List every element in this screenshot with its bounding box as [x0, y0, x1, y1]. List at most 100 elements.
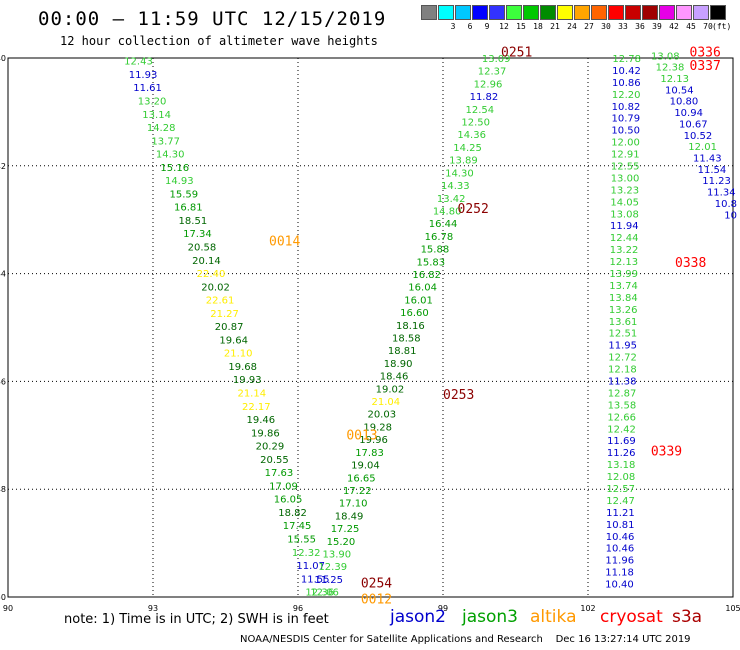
wave-height-value: 20.14	[192, 256, 221, 267]
wave-height-value: 19.96	[359, 435, 388, 446]
wave-height-value: 20.02	[201, 282, 230, 293]
legend-swatch	[642, 5, 658, 20]
wave-height-value: 14.05	[610, 197, 639, 208]
wave-height-value: 13.23	[611, 185, 640, 196]
legend-swatch	[574, 5, 590, 20]
wave-height-value: 10.40	[605, 580, 634, 591]
wave-height-value: 19.93	[233, 375, 262, 386]
wave-height-value: 12.87	[608, 388, 637, 399]
legend-label: 70	[703, 22, 713, 31]
wave-height-value: 13.61	[609, 317, 638, 328]
wave-height-value: 10.94	[674, 108, 703, 119]
legend-swatch	[506, 5, 522, 20]
wave-height-value: 16.44	[429, 219, 458, 230]
wave-height-value: 18.82	[278, 508, 307, 519]
legend-swatch	[540, 5, 556, 20]
wave-height-value: 17.22	[343, 486, 372, 497]
wave-height-value: 10.46	[606, 532, 635, 543]
legend-swatch	[608, 5, 624, 20]
lat-tick-label: -50	[0, 593, 6, 602]
legend-swatch	[523, 5, 539, 20]
wave-height-value: 16.82	[412, 270, 441, 281]
legend-label: 12	[499, 22, 509, 31]
satellite-name: altika	[530, 607, 577, 627]
pass-number-label: 0014	[269, 234, 300, 249]
wave-height-value: 11.82	[470, 92, 499, 103]
lat-tick-label: -48	[0, 485, 6, 494]
wave-height-value: 20.87	[215, 322, 244, 333]
wave-height-value: 13.18	[607, 460, 636, 471]
legend-swatch	[489, 5, 505, 20]
wave-height-value: 10.52	[684, 131, 713, 142]
wave-height-value: 12.43	[124, 57, 153, 68]
lon-tick-label: 102	[580, 604, 595, 613]
wave-height-value: 13.26	[609, 305, 638, 316]
legend-label: 42	[669, 22, 679, 31]
wave-height-value: 19.02	[376, 384, 405, 395]
wave-height-value: 19.46	[247, 415, 276, 426]
wave-height-value: 11.23	[702, 176, 731, 187]
lat-tick-label: -44	[0, 270, 6, 279]
wave-height-value: 21.10	[224, 349, 253, 360]
wave-height-value: 14.30	[445, 168, 474, 179]
wave-height-value: 10.79	[612, 114, 641, 125]
pass-number-label: 0253	[443, 388, 474, 403]
wave-height-value: 12.36	[305, 588, 334, 599]
wave-height-value: 11.55	[301, 574, 330, 585]
wave-height-value: 15.83	[416, 257, 445, 268]
wave-height-value: 21.14	[237, 389, 266, 400]
lon-tick-label: 96	[293, 604, 303, 613]
lat-tick-label: -46	[0, 377, 6, 386]
legend-label: 30	[601, 22, 611, 31]
pass-number-label: 0251	[501, 46, 532, 61]
footnote: note: 1) Time is in UTC; 2) SWH is in fe…	[64, 612, 329, 627]
wave-height-value: 12.20	[612, 90, 641, 101]
pass-number-label: 0338	[675, 256, 706, 271]
wave-height-value: 12.06	[310, 588, 339, 599]
wave-height-value: 13.99	[609, 269, 638, 280]
lat-tick-label: -42	[0, 162, 6, 171]
wave-height-value: 12.38	[656, 63, 685, 74]
legend-swatch	[710, 5, 726, 20]
wave-height-value: 10.80	[670, 97, 699, 108]
wave-height-value: 11.26	[607, 448, 636, 459]
wave-height-value: 13.84	[609, 293, 638, 304]
wave-height-value: 15.55	[287, 535, 316, 546]
wave-height-value: 14.36	[457, 130, 486, 141]
wave-height-value: 16.05	[274, 495, 303, 506]
pass-number-label: 0336	[690, 46, 721, 61]
lon-tick-label: 93	[148, 604, 158, 613]
wave-height-value: 13.08	[651, 51, 680, 62]
satellite-name: cryosat	[600, 607, 663, 627]
legend-label: 3	[450, 22, 456, 31]
legend-label: 33	[618, 22, 628, 31]
wave-height-value: 13.90	[323, 549, 352, 560]
wave-height-value: 19.68	[228, 362, 257, 373]
wave-height-value: 17.45	[283, 521, 312, 532]
wave-height-value: 13.22	[610, 245, 639, 256]
wave-height-value: 11.54	[698, 165, 727, 176]
pass-number-label: 0012	[361, 593, 392, 608]
wave-height-value: 12.39	[318, 562, 347, 573]
wave-height-value: 11.34	[707, 188, 736, 199]
wave-height-value: 11.95	[608, 341, 637, 352]
wave-height-value: 17.63	[265, 468, 294, 479]
legend-label: 6	[467, 22, 473, 31]
wave-height-value: 10	[724, 210, 737, 221]
wave-height-value: 12.18	[608, 365, 637, 376]
wave-height-value: 11.21	[606, 508, 635, 519]
wave-height-value: 10.67	[679, 119, 708, 130]
wave-height-value: 12.96	[474, 79, 503, 90]
wave-height-value: 13.08	[610, 209, 639, 220]
wave-height-value: 18.81	[388, 346, 417, 357]
wave-height-value: 16.78	[425, 232, 454, 243]
wave-height-value: 19.86	[251, 428, 280, 439]
wave-height-value: 15.59	[169, 189, 198, 200]
legend-swatch	[693, 5, 709, 20]
wave-height-value: 13.74	[609, 281, 638, 292]
legend-label: 15	[516, 22, 526, 31]
wave-height-value: 16.60	[400, 308, 429, 319]
wave-height-value: 14.28	[147, 123, 176, 134]
wave-height-value: 16.04	[408, 283, 437, 294]
wave-height-value: 19.04	[351, 461, 380, 472]
